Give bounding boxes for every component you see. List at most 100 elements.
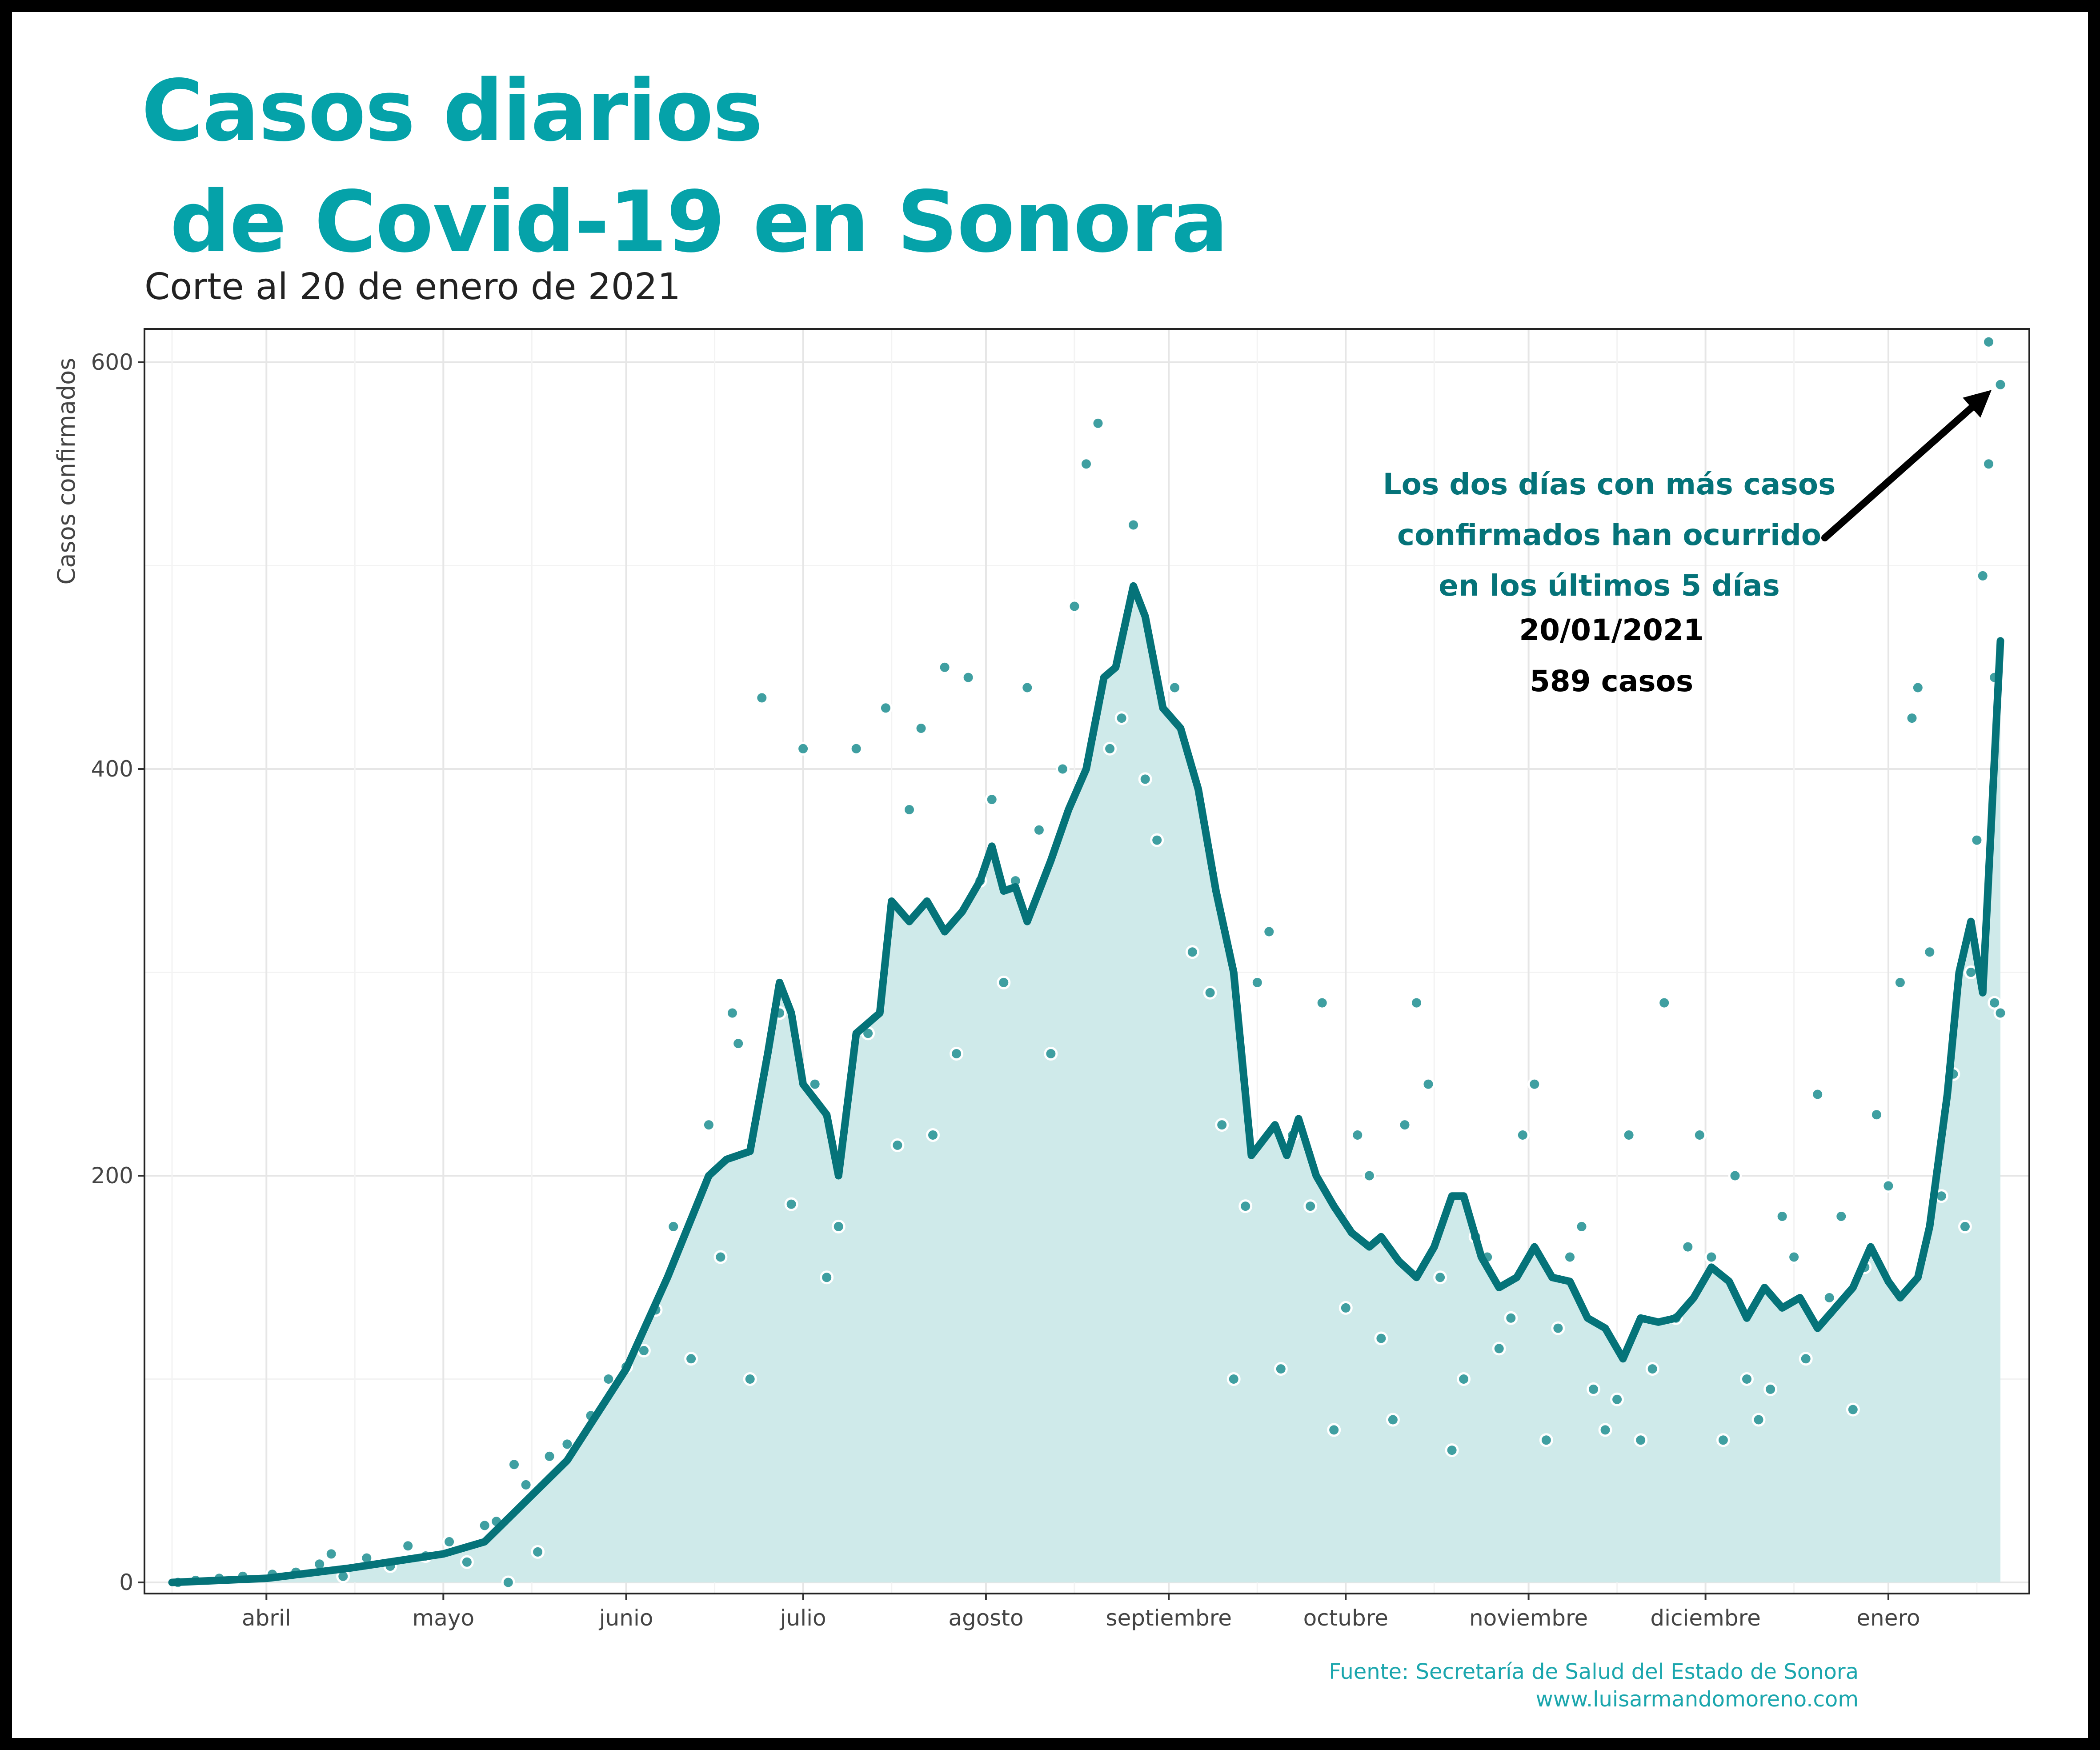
daily-point: [1610, 1392, 1624, 1406]
daily-point: [1993, 377, 2008, 392]
daily-point: [601, 1372, 616, 1386]
x-tick-label: agosto: [948, 1605, 1023, 1631]
daily-point: [1398, 1118, 1412, 1132]
daily-point: [938, 660, 952, 674]
daily-point: [560, 1437, 574, 1451]
daily-point: [1893, 975, 1907, 989]
daily-point: [1993, 1006, 2008, 1020]
x-tick-label: octubre: [1303, 1605, 1388, 1631]
daily-point: [701, 1118, 716, 1132]
daily-point: [961, 670, 975, 685]
daily-point: [1645, 1362, 1659, 1376]
daily-point: [324, 1547, 338, 1561]
x-tick-label: junio: [599, 1605, 653, 1631]
daily-point: [1032, 823, 1046, 837]
annotation-line-3: en los últimos 5 días: [1439, 569, 1780, 603]
daily-point: [477, 1518, 492, 1533]
daily-point: [1262, 925, 1276, 939]
daily-point: [1716, 1433, 1730, 1447]
y-tick-label: 600: [91, 349, 133, 375]
daily-point: [1622, 1128, 1636, 1142]
x-tick-label: noviembre: [1469, 1605, 1588, 1631]
daily-point: [1846, 1402, 1860, 1417]
y-tick-label: 0: [119, 1570, 133, 1595]
daily-point: [997, 975, 1011, 989]
daily-point: [531, 1545, 545, 1559]
daily-point: [1044, 1047, 1058, 1061]
daily-point: [460, 1555, 474, 1569]
annotation-line-2: confirmados han ocurrido: [1397, 518, 1821, 552]
daily-point: [401, 1539, 415, 1553]
y-tick-label: 400: [91, 756, 133, 782]
daily-point: [1834, 1209, 1848, 1223]
daily-point: [1315, 996, 1329, 1010]
annotation-value: 589 casos: [1530, 664, 1693, 698]
daily-point: [1168, 681, 1182, 695]
daily-point: [1020, 681, 1034, 695]
daily-point: [1787, 1250, 1801, 1264]
x-axis-ticks: abril mayo junio julio agosto septiembre octub…: [242, 1594, 1920, 1631]
daily-point: [1150, 833, 1164, 847]
daily-point: [1492, 1342, 1506, 1356]
rolling-average-line: [168, 582, 2004, 1586]
page-title: Casos diarios de Covid-19 en Sonora: [141, 62, 1228, 271]
daily-point: [1515, 1128, 1530, 1142]
daily-point: [1681, 1240, 1695, 1254]
daily-point: [1339, 1301, 1353, 1315]
daily-point: [1822, 1291, 1836, 1305]
x-tick-label: mayo: [413, 1605, 475, 1631]
x-tick-label: julio: [780, 1605, 826, 1631]
daily-point: [1976, 569, 1990, 583]
daily-point: [1421, 1077, 1435, 1091]
daily-point: [1386, 1413, 1400, 1427]
daily-point: [1203, 985, 1217, 1000]
y-axis-ticks: 0 200 400 600: [91, 349, 144, 1595]
source-text: Fuente: Secretaría de Salud del Estado d…: [1329, 1659, 1859, 1684]
daily-point: [442, 1535, 457, 1549]
daily-point: [1982, 335, 1996, 349]
daily-point: [890, 1138, 905, 1152]
daily-point: [1692, 1128, 1707, 1142]
daily-point: [1740, 1372, 1754, 1386]
daily-point: [820, 1270, 834, 1285]
annotation-arrow: [1821, 404, 1976, 541]
daily-point: [1539, 1433, 1553, 1447]
daily-point: [1351, 1128, 1365, 1142]
daily-point: [1114, 711, 1129, 725]
daily-point: [1091, 416, 1105, 430]
daily-point: [1327, 1423, 1341, 1437]
daily-point: [1504, 1311, 1518, 1325]
website-link[interactable]: www.luisarmandomoreno.com: [1535, 1687, 1859, 1712]
daily-point: [902, 803, 916, 817]
daily-point: [1433, 1270, 1447, 1285]
daily-point: [542, 1449, 557, 1463]
daily-point: [1138, 772, 1152, 786]
daily-point: [914, 721, 928, 735]
daily-point: [1103, 741, 1117, 756]
daily-point: [1374, 1331, 1388, 1346]
daily-point: [1362, 1169, 1376, 1183]
daily-point: [1226, 1372, 1241, 1386]
daily-point: [1799, 1352, 1813, 1366]
daily-point: [1079, 457, 1093, 471]
daily-point: [1775, 1209, 1789, 1223]
daily-point: [1563, 1250, 1577, 1264]
daily-point: [1988, 996, 2002, 1010]
daily-point: [1970, 833, 1984, 847]
x-tick-label: enero: [1856, 1605, 1920, 1631]
daily-point: [1657, 996, 1671, 1010]
daily-point: [1215, 1118, 1229, 1132]
daily-point: [743, 1372, 757, 1386]
daily-point: [713, 1250, 728, 1264]
daily-point: [1704, 1250, 1719, 1264]
daily-point: [808, 1077, 822, 1091]
daily-point: [1911, 681, 1925, 695]
rolling-average-area: [172, 586, 2000, 1582]
daily-point: [1445, 1443, 1459, 1458]
daily-point: [926, 1128, 940, 1142]
daily-point: [849, 741, 863, 756]
daily-point: [1881, 1179, 1896, 1193]
daily-point: [1923, 945, 1937, 959]
x-tick-label: septiembre: [1106, 1605, 1232, 1631]
